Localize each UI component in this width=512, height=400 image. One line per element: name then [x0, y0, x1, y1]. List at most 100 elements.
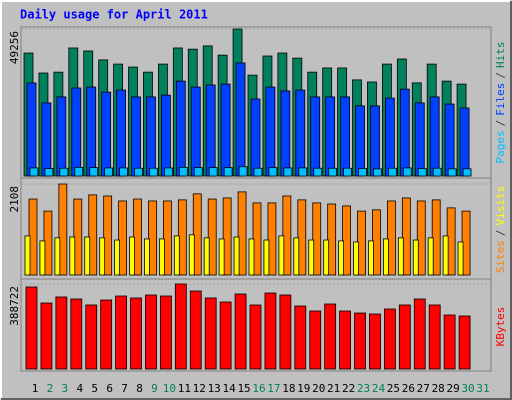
bar — [429, 96, 440, 177]
bar — [442, 235, 449, 276]
bar — [428, 304, 441, 370]
bar — [248, 238, 255, 276]
bar — [100, 299, 113, 370]
bar — [54, 237, 61, 276]
x-tick-label: 26 — [402, 382, 415, 395]
x-tick-label: 31 — [476, 382, 489, 395]
bar — [387, 167, 397, 177]
bar — [58, 183, 68, 276]
x-tick-label: 14 — [223, 382, 237, 395]
bar — [116, 89, 126, 177]
bar — [413, 298, 426, 370]
bar — [355, 105, 365, 177]
bar — [25, 286, 38, 370]
y-tick-label: 388722 — [8, 286, 21, 326]
bar — [427, 237, 434, 276]
x-tick-label: 10 — [163, 382, 176, 395]
x-tick-label: 22 — [342, 382, 355, 395]
legend-entry: Sites — [494, 240, 507, 273]
x-tick-label: 25 — [387, 382, 400, 395]
bar — [264, 292, 277, 370]
legend-entry: Visits — [494, 186, 507, 226]
bar — [401, 197, 411, 276]
bar — [324, 303, 337, 370]
bar — [339, 310, 352, 370]
x-tick-label: 23 — [357, 382, 370, 395]
legend-entry: Pages — [494, 130, 507, 163]
bar — [353, 241, 359, 276]
bar — [119, 167, 128, 177]
bar — [295, 89, 306, 177]
bar — [101, 91, 112, 177]
x-tick-label: 5 — [91, 382, 98, 395]
x-tick-label: 12 — [193, 382, 206, 395]
bar — [323, 239, 330, 276]
bar — [158, 238, 165, 276]
bar — [149, 167, 158, 177]
bar — [192, 193, 202, 276]
bar — [416, 200, 426, 276]
bar — [39, 240, 46, 276]
bar — [205, 84, 216, 177]
bar — [263, 239, 270, 276]
bar — [129, 236, 135, 276]
bar — [328, 167, 338, 177]
legend-separator: / — [494, 230, 507, 237]
bar — [308, 239, 315, 276]
bar — [86, 86, 97, 177]
bar — [114, 239, 120, 276]
bar — [458, 315, 471, 370]
bar — [148, 200, 157, 276]
x-tick-label: 7 — [121, 382, 128, 395]
bar — [402, 167, 412, 177]
bar — [175, 80, 186, 177]
bar — [99, 237, 106, 276]
bar — [145, 294, 157, 370]
bar — [459, 107, 470, 177]
bar — [325, 96, 336, 177]
bar — [223, 167, 233, 177]
bar — [444, 103, 455, 177]
x-tick-label: 13 — [208, 382, 221, 395]
bar — [312, 202, 322, 276]
bar — [233, 236, 240, 276]
bar — [249, 304, 262, 370]
bar — [310, 96, 321, 177]
bar — [399, 88, 410, 177]
bar — [55, 296, 68, 370]
bar — [220, 83, 231, 177]
x-tick-label: 9 — [151, 382, 158, 395]
bar — [89, 167, 99, 177]
legend: KBytes — [494, 307, 507, 347]
bar — [204, 297, 217, 370]
bar — [203, 237, 210, 276]
bar — [253, 167, 263, 177]
x-tick-label: 30 — [461, 382, 474, 395]
bar — [134, 167, 143, 177]
bar — [173, 235, 180, 276]
bar — [71, 87, 82, 177]
x-tick-label: 3 — [62, 382, 69, 395]
chart-title: Daily usage for April 2011 — [20, 8, 208, 22]
bar — [159, 295, 172, 370]
bar — [265, 86, 276, 177]
bar — [238, 166, 248, 177]
legend-entry: Hits — [494, 42, 507, 69]
bar — [190, 86, 201, 177]
bar — [118, 200, 127, 276]
x-tick-label: 1 — [32, 382, 39, 395]
bar — [268, 167, 278, 177]
bar — [280, 90, 291, 177]
bar — [370, 105, 380, 177]
x-tick-label: 27 — [417, 382, 430, 395]
x-tick-label: 18 — [282, 382, 295, 395]
bar — [462, 168, 472, 177]
bar — [88, 194, 98, 276]
bar — [414, 102, 425, 177]
bar — [382, 238, 389, 276]
bar — [237, 191, 247, 276]
bar — [219, 301, 232, 370]
bar — [218, 238, 225, 276]
bar — [297, 199, 307, 276]
bar — [178, 166, 188, 177]
